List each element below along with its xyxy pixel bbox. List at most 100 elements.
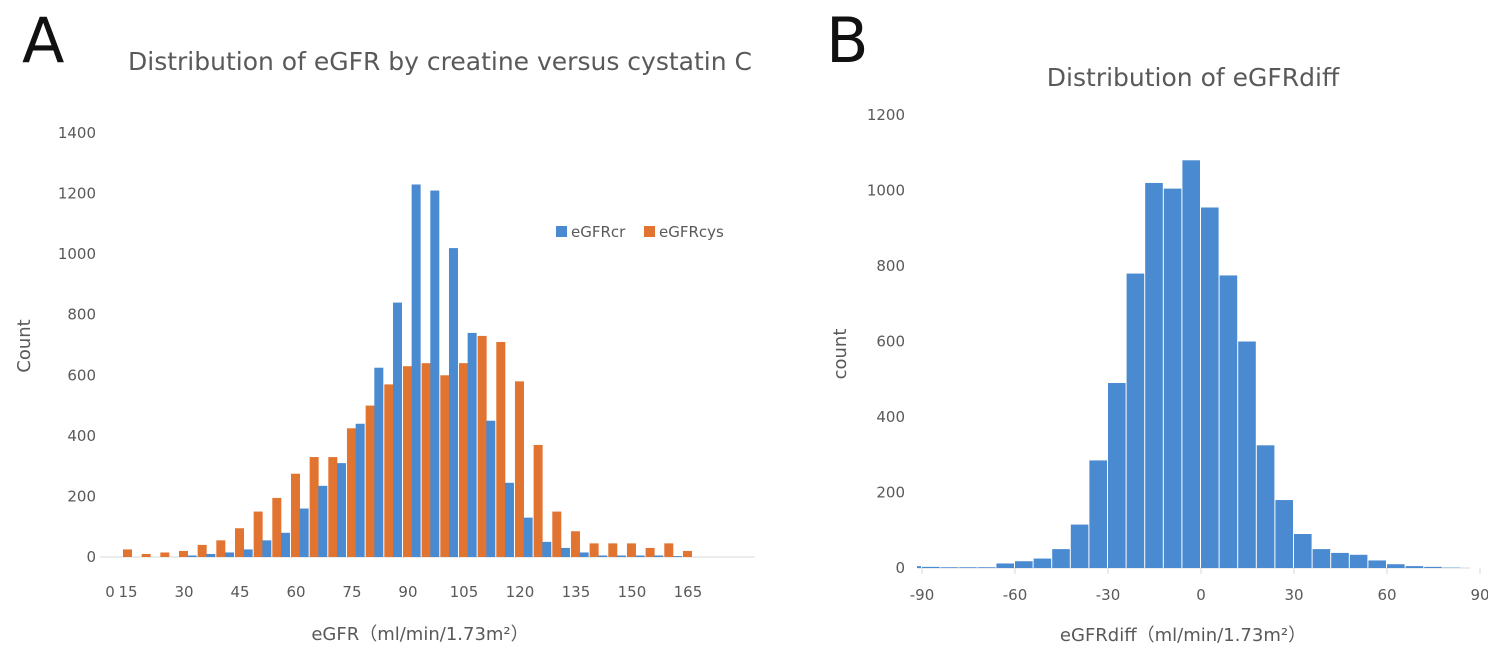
chart-a-xtick: 60 xyxy=(286,583,305,601)
bar-egfrdiff xyxy=(1052,549,1070,568)
chart-b-xlabel: eGFRdiff（ml/min/1.73m²） xyxy=(1060,625,1306,646)
legend-swatch-egfrcys xyxy=(644,226,655,237)
bar-egfrdiff xyxy=(1275,500,1293,568)
bar-egfrcys xyxy=(421,363,431,557)
bar-egfrcys xyxy=(570,531,580,557)
bar-egfrdiff xyxy=(940,567,959,568)
bar-egfrcys xyxy=(123,549,132,557)
chart-a-title: Distribution of eGFR by creatine versus … xyxy=(128,47,752,76)
bar-egfrcys xyxy=(253,511,263,557)
bar-egfrcr xyxy=(392,302,402,557)
bar-egfrcys xyxy=(645,547,655,557)
chart-a-ytick: 1000 xyxy=(58,245,96,263)
chart-b: 0 200 400 600 800 1000 1200 -90 -60 -30 0 30 60 90 xyxy=(867,106,1488,604)
bar-egfrdiff xyxy=(1349,554,1368,568)
bar-egfrdiff xyxy=(1294,534,1312,568)
bar-egfrdiff xyxy=(1387,564,1405,568)
bar-egfrcys xyxy=(365,405,375,557)
chart-b-ytick: 1000 xyxy=(867,182,905,200)
chart-a-xtick: 30 xyxy=(174,583,193,601)
bar-egfrcys xyxy=(216,540,226,557)
bar-egfrcys xyxy=(552,511,562,557)
bar-egfrcys xyxy=(477,335,487,557)
chart-b-ytick: 0 xyxy=(895,559,905,577)
bar-egfrcys xyxy=(533,444,543,557)
bar-egfrcys xyxy=(328,457,338,557)
bar-egfrcr xyxy=(374,367,384,557)
bar-egfrcys xyxy=(682,550,692,557)
bar-egfrdiff xyxy=(1312,549,1331,568)
bar-egfrcr xyxy=(280,532,290,557)
bar-egfrcys xyxy=(458,363,468,557)
bar-egfrdiff xyxy=(959,567,977,568)
bar-egfrdiff xyxy=(1070,524,1089,568)
bar-egfrcys xyxy=(234,528,244,557)
bar-egfrcr xyxy=(616,555,626,557)
chart-b-xtick: 90 xyxy=(1470,586,1488,604)
bar-egfrcr xyxy=(654,555,664,557)
bar-egfrcys xyxy=(626,543,636,557)
bar-egfrdiff xyxy=(1331,552,1349,568)
bar-egfrcr xyxy=(411,184,421,557)
bar-egfrcr xyxy=(224,552,234,557)
chart-b-ytick: 400 xyxy=(876,408,905,426)
bar-egfrcys xyxy=(440,375,450,557)
chart-b-xtick: -30 xyxy=(1096,586,1121,604)
bar-egfrcr xyxy=(262,540,272,557)
bar-egfrdiff xyxy=(922,566,940,568)
chart-a-ytick: 200 xyxy=(67,487,96,505)
legend-label-egfrcr: eGFRcr xyxy=(571,223,626,241)
bar-egfrcys xyxy=(589,543,599,557)
bar-egfrcr xyxy=(467,332,477,557)
legend-label-egfrcys: eGFRcys xyxy=(659,223,724,241)
chart-b-ytick: 800 xyxy=(876,257,905,275)
bar-egfrcr xyxy=(579,552,589,557)
bar-egfrcr xyxy=(542,541,552,557)
bar-egfrdiff xyxy=(1126,273,1145,568)
bar-egfrcr xyxy=(598,555,608,557)
bar-egfrcr xyxy=(430,190,440,558)
bar-egfrcys xyxy=(178,550,188,557)
chart-b-xtick: -90 xyxy=(910,586,935,604)
chart-a-xtick: 105 xyxy=(450,583,479,601)
bar-egfrdiff xyxy=(1201,207,1219,569)
bar-egfrcr xyxy=(486,420,496,557)
chart-b-xtick: 0 xyxy=(1196,586,1206,604)
chart-b-xtick: 60 xyxy=(1377,586,1396,604)
bar-egfrdiff xyxy=(996,563,1014,568)
bar-egfrdiff xyxy=(1163,188,1182,569)
bar-egfrdiff xyxy=(1033,558,1052,568)
bar-egfrdiff xyxy=(1405,566,1424,568)
chart-a-legend: eGFRcr eGFRcys xyxy=(556,223,724,241)
chart-a-ytick: 1200 xyxy=(58,185,96,203)
bar-egfrdiff xyxy=(1145,182,1163,568)
panel-b-letter: B xyxy=(826,4,869,77)
bar-egfrdiff xyxy=(1182,160,1200,569)
bar-egfrcr xyxy=(187,555,197,557)
bar-egfrcr xyxy=(299,508,309,557)
legend-swatch-egfrcr xyxy=(556,226,567,237)
bar-egfrcr xyxy=(448,248,458,558)
chart-b-xtick: 30 xyxy=(1284,586,1303,604)
bar-egfrcys xyxy=(141,553,151,557)
panel-a-letter: A xyxy=(22,4,64,77)
chart-b-ytick: 200 xyxy=(876,484,905,502)
bar-egfrdiff xyxy=(917,566,921,568)
bar-egfrcr xyxy=(206,553,216,557)
bar-egfrcys xyxy=(664,543,674,557)
chart-a-xtick: 120 xyxy=(506,583,535,601)
chart-a-xtick: 135 xyxy=(562,583,591,601)
bar-egfrdiff xyxy=(1368,560,1386,568)
bar-egfrdiff xyxy=(1424,566,1442,568)
chart-a-ytick: 800 xyxy=(67,306,96,324)
chart-a-xtick: 0 xyxy=(105,583,115,601)
bar-egfrcys xyxy=(608,543,618,557)
chart-a-xtick: 75 xyxy=(342,583,361,601)
bar-egfrcys xyxy=(309,457,319,557)
chart-b-ytick: 1200 xyxy=(867,106,905,124)
bar-egfrcr xyxy=(243,549,253,557)
bar-egfrcys xyxy=(496,341,506,557)
bar-egfrcys xyxy=(272,497,282,557)
chart-b-xtick: -60 xyxy=(1003,586,1028,604)
